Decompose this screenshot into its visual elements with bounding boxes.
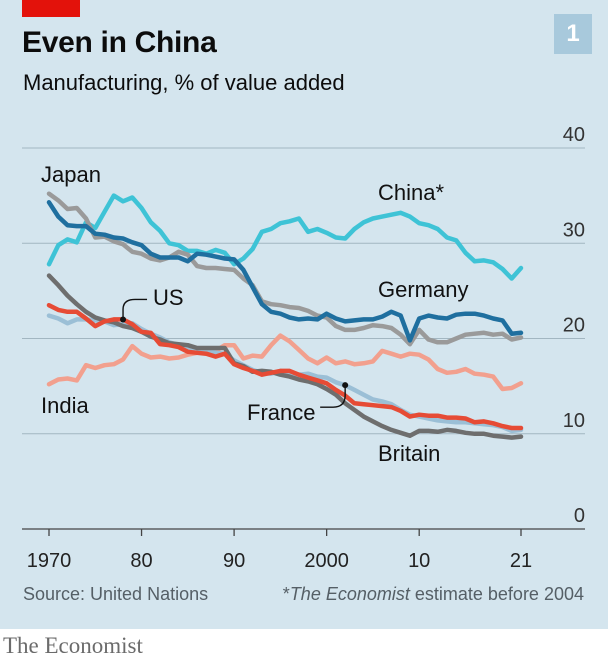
france-leader-dot	[342, 382, 349, 389]
us-leader-dot	[120, 316, 127, 323]
france-leader-line	[320, 385, 346, 408]
us-leader-line	[122, 298, 148, 320]
x-tick-label-2010: 10	[408, 550, 430, 572]
footnote-prefix: *	[282, 584, 290, 604]
y-tick-label-0: 0	[574, 505, 585, 527]
x-tick-label-1970: 1970	[27, 550, 72, 572]
chart-number-badge: 1	[554, 14, 592, 54]
series-line-china	[46, 193, 524, 281]
brand-red-tag	[22, 0, 80, 17]
series-line-japan	[46, 191, 524, 347]
series-label-us: US	[153, 285, 184, 310]
x-tick-label-2021: 21	[510, 550, 532, 572]
y-tick-label-20: 20	[563, 315, 585, 337]
series-label-britain: Britain	[378, 441, 440, 466]
x-tick-label-2000: 2000	[304, 550, 349, 572]
x-tick-label-1980: 80	[130, 550, 152, 572]
chart-card	[0, 0, 608, 629]
chart-title: Even in China	[22, 26, 217, 59]
series-line-germany	[46, 200, 524, 343]
series-line-us	[46, 302, 524, 431]
y-tick-label-30: 30	[563, 219, 585, 241]
x-tick-label-1990: 90	[223, 550, 245, 572]
chart-subtitle: Manufacturing, % of value added	[23, 70, 345, 95]
series-label-india: India	[41, 393, 89, 418]
brand-wordmark: The Economist	[3, 633, 143, 658]
series-line-britain	[46, 273, 524, 440]
series-label-germany: Germany	[378, 277, 468, 302]
footnote-publication: The Economist	[289, 584, 410, 604]
y-tick-label-40: 40	[563, 124, 585, 146]
series-line-india	[46, 333, 524, 392]
series-label-china: China*	[378, 180, 444, 205]
line-chart: 0 10 20 30 40 1970 80 90 2000 10 21 Japan China* Germ…	[22, 124, 585, 572]
y-tick-label-10: 10	[563, 410, 585, 432]
source-note: Source: United Nations	[23, 584, 209, 604]
footnote-text: estimate before 2004	[409, 584, 584, 604]
series-label-france: France	[247, 400, 315, 425]
footnote: *The Economist estimate before 2004	[283, 584, 584, 605]
series-label-japan: Japan	[41, 162, 101, 187]
